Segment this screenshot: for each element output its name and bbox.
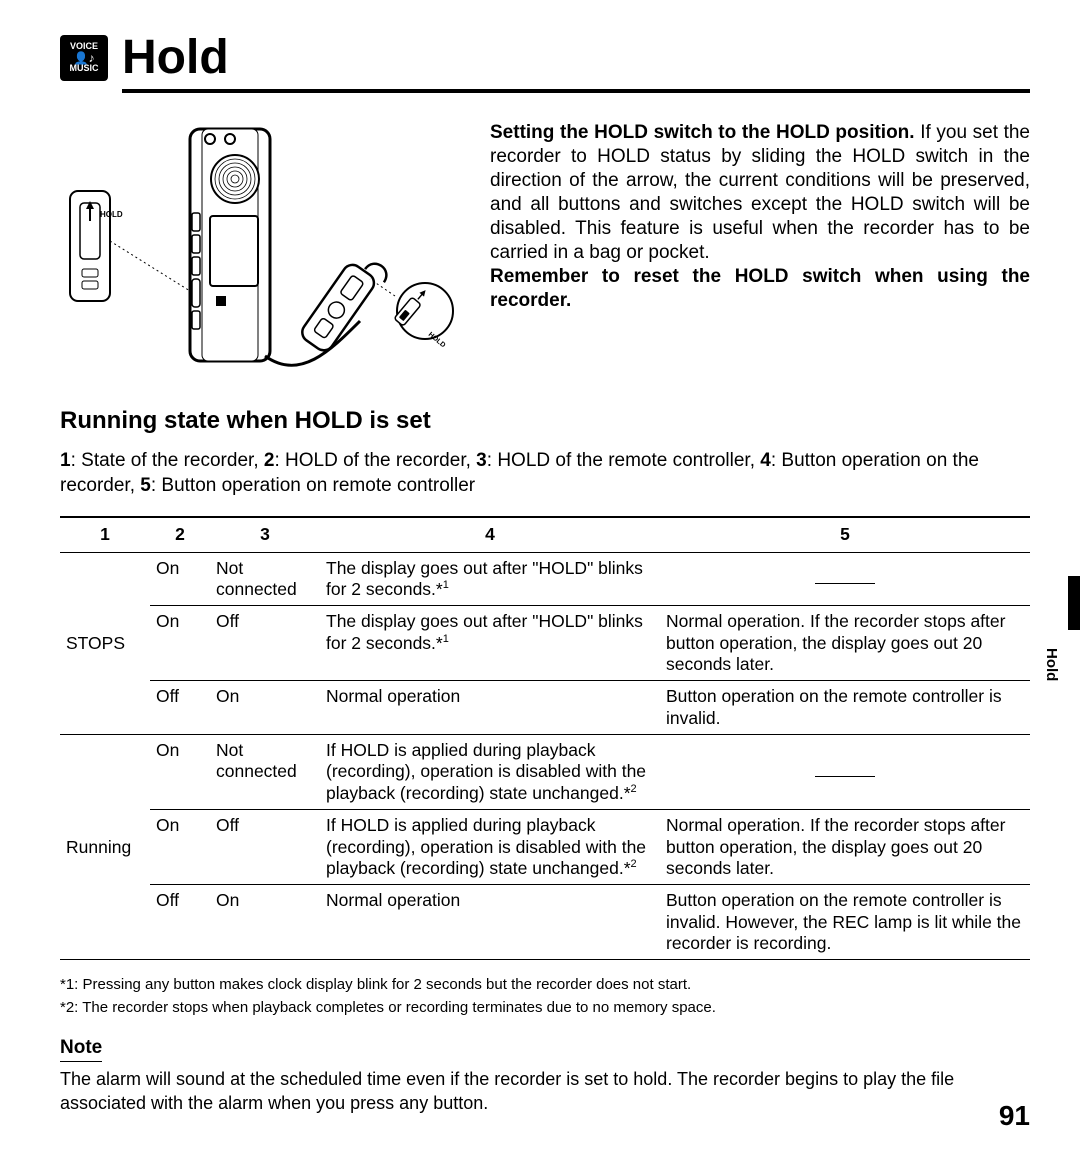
table-cell: If HOLD is applied during playback (reco… <box>320 735 660 810</box>
table-row: OnOffIf HOLD is applied during playback … <box>60 810 1030 885</box>
table-row: OffOnNormal operationButton operation on… <box>60 681 1030 735</box>
footnote-2: *2: The recorder stops when playback com… <box>60 997 1030 1020</box>
note-heading: Note <box>60 1037 102 1062</box>
intro-text: Setting the HOLD switch to the HOLD posi… <box>490 121 1030 381</box>
th-3: 3 <box>210 517 320 552</box>
voice-music-logo-icon: VOICE 👤♪ MUSIC <box>60 35 108 81</box>
device-svg-icon: HOLD <box>60 121 460 381</box>
intro-reminder: Remember to reset the HOLD switch when u… <box>490 266 1030 311</box>
side-index-block <box>1068 576 1080 630</box>
table-cell <box>660 735 1030 810</box>
table-cell: On <box>210 681 320 735</box>
table-header-row: 1 2 3 4 5 <box>60 517 1030 552</box>
th-4: 4 <box>320 517 660 552</box>
table-cell: Normal operation. If the recorder stops … <box>660 606 1030 681</box>
column-legend: 1: State of the recorder, 2: HOLD of the… <box>60 449 1030 498</box>
th-1: 1 <box>60 517 150 552</box>
table-cell: Button operation on the remote controlle… <box>660 681 1030 735</box>
page-number: 91 <box>999 1100 1030 1132</box>
table-cell: On <box>150 606 210 681</box>
th-2: 2 <box>150 517 210 552</box>
table-cell: Button operation on the remote controlle… <box>660 885 1030 960</box>
table-cell: The display goes out after "HOLD" blinks… <box>320 552 660 606</box>
table-cell: Off <box>150 681 210 735</box>
table-row: RunningOnNot connectedIf HOLD is applied… <box>60 735 1030 810</box>
table-cell: The display goes out after "HOLD" blinks… <box>320 606 660 681</box>
table-cell: Normal operation. If the recorder stops … <box>660 810 1030 885</box>
footnotes: *1: Pressing any button makes clock disp… <box>60 974 1030 1019</box>
table-row: STOPSOnNot connectedThe display goes out… <box>60 552 1030 606</box>
state-cell: Running <box>60 735 150 960</box>
table-row: OnOffThe display goes out after "HOLD" b… <box>60 606 1030 681</box>
intro-row: HOLD <box>60 121 1030 381</box>
table-cell: Normal operation <box>320 681 660 735</box>
title-underline <box>122 89 1030 93</box>
note-body: The alarm will sound at the scheduled ti… <box>60 1068 1030 1115</box>
table-cell: On <box>150 552 210 606</box>
intro-heading: Setting the HOLD switch to the HOLD posi… <box>490 122 920 143</box>
hold-label-remote: HOLD <box>100 210 123 219</box>
state-table: 1 2 3 4 5 STOPSOnNot connectedThe displa… <box>60 516 1030 960</box>
state-cell: STOPS <box>60 552 150 734</box>
side-tab-label: Hold <box>1043 648 1060 681</box>
device-illustration: HOLD <box>60 121 460 381</box>
table-cell: If HOLD is applied during playback (reco… <box>320 810 660 885</box>
table-cell: Not connected <box>210 735 320 810</box>
intro-body: If you set the recorder to HOLD status b… <box>490 122 1030 263</box>
logo-glyph: 👤♪ <box>74 52 95 64</box>
table-row: OffOnNormal operationButton operation on… <box>60 885 1030 960</box>
logo-bottom: MUSIC <box>70 64 99 74</box>
table-cell: On <box>150 735 210 810</box>
table-cell: Off <box>210 810 320 885</box>
table-cell <box>660 552 1030 606</box>
page-title: Hold <box>122 30 229 85</box>
section-title: Running state when HOLD is set <box>60 407 1030 435</box>
table-cell: Not connected <box>210 552 320 606</box>
table-cell: Normal operation <box>320 885 660 960</box>
table-cell: Off <box>150 885 210 960</box>
table-cell: On <box>210 885 320 960</box>
table-cell: On <box>150 810 210 885</box>
table-cell: Off <box>210 606 320 681</box>
footnote-1: *1: Pressing any button makes clock disp… <box>60 974 1030 997</box>
th-5: 5 <box>660 517 1030 552</box>
header: VOICE 👤♪ MUSIC Hold <box>60 30 1030 85</box>
